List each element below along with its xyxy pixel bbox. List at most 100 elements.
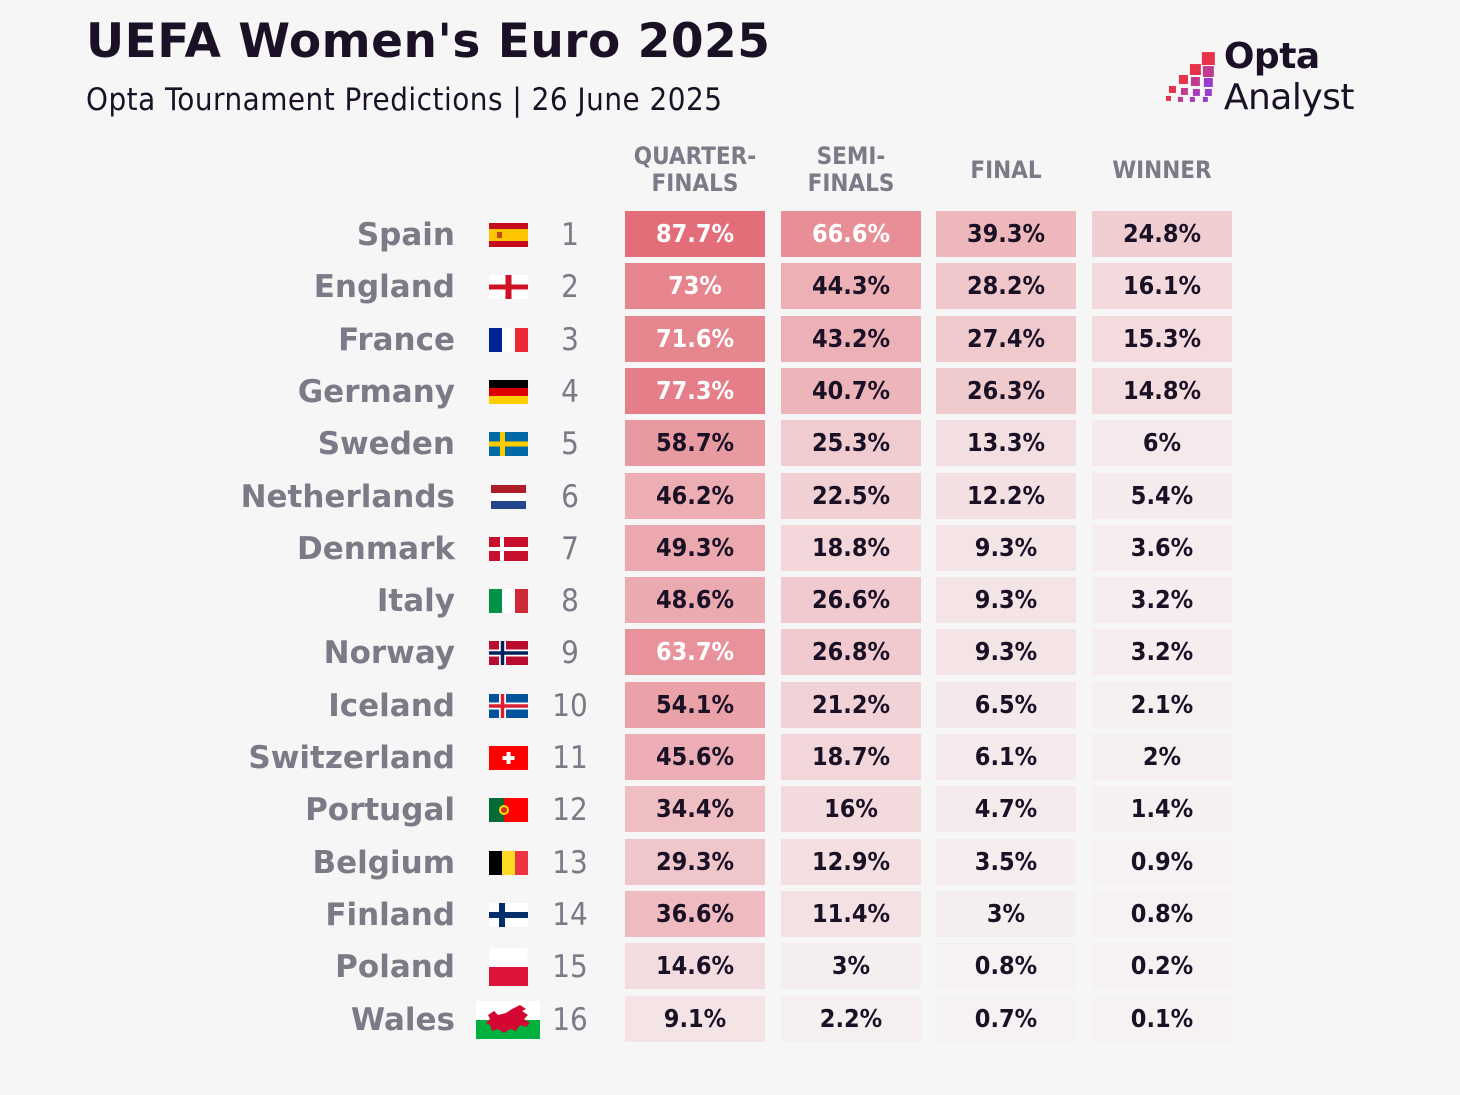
- heatmap-cell: 22.5%: [781, 472, 921, 519]
- table-row: Norway 9 63.7% 26.8% 9.3% 3.2%: [0, 629, 1460, 677]
- team-name: Poland: [335, 949, 455, 986]
- logo-brand-bold: Opta: [1223, 36, 1320, 77]
- heatmap-cell: 28.2%: [936, 263, 1076, 310]
- heatmap-cell: 9.3%: [936, 577, 1076, 624]
- heatmap-cell: 39.3%: [936, 211, 1076, 257]
- table-row: Wales 16 9.1% 2.2% 0.7% 0.1%: [0, 995, 1460, 1044]
- heatmap-cell: 0.8%: [936, 943, 1076, 990]
- table-row: Switzerland 11 45.6% 18.7% 6.1% 2%: [0, 734, 1460, 782]
- heatmap-cell: 9.1%: [625, 995, 765, 1042]
- iceland-flag-icon: [489, 693, 528, 718]
- heatmap-cell: 15.3%: [1092, 315, 1232, 362]
- team-name: Belgium: [312, 844, 455, 881]
- heatmap-cell: 54.1%: [625, 681, 765, 728]
- team-rank: 5: [561, 426, 579, 463]
- team-name: Iceland: [328, 687, 455, 724]
- heatmap-cell: 26.8%: [781, 629, 921, 676]
- heatmap-cell: 3.5%: [936, 838, 1076, 885]
- team-rank: 8: [561, 583, 579, 620]
- heatmap-cell: 6.1%: [936, 734, 1076, 780]
- team-name: Germany: [297, 373, 455, 410]
- heatmap-cell: 34.4%: [625, 786, 765, 833]
- heatmap-cell: 3.6%: [1092, 524, 1232, 571]
- heatmap-cell: 46.2%: [625, 472, 765, 519]
- table-row: Netherlands 6 46.2% 22.5% 12.2% 5.4%: [0, 472, 1460, 521]
- heatmap-cell: 0.8%: [1092, 890, 1232, 937]
- heatmap-cell: 3%: [936, 890, 1076, 937]
- team-name: Wales: [350, 1001, 455, 1038]
- heatmap-cell: 9.3%: [936, 524, 1076, 571]
- column-header-0: QUARTER- FINALS: [633, 142, 757, 197]
- opta-pixel-steps-icon: [1166, 52, 1215, 102]
- team-name: Sweden: [317, 426, 455, 463]
- wales-flag-icon: [476, 1000, 540, 1039]
- table-row: Iceland 10 54.1% 21.2% 6.5% 2.1%: [0, 681, 1460, 730]
- table-row: Denmark 7 49.3% 18.8% 9.3% 3.6%: [0, 524, 1460, 573]
- portugal-flag-icon: [489, 798, 528, 823]
- table-row: England 2 73% 44.3% 28.2% 16.1%: [0, 263, 1460, 311]
- norway-flag-icon: [489, 641, 528, 666]
- heatmap-cell: 45.6%: [625, 734, 765, 780]
- team-name: England: [313, 269, 455, 306]
- team-name: Italy: [376, 583, 455, 620]
- team-rank: 7: [561, 530, 579, 567]
- heatmap-cell: 29.3%: [625, 838, 765, 885]
- germany-flag-icon: [489, 379, 528, 404]
- heatmap-cell: 3.2%: [1092, 629, 1232, 676]
- table-row: Sweden 5 58.7% 25.3% 13.3% 6%: [0, 420, 1460, 468]
- poland-flag-icon: [488, 947, 529, 987]
- heatmap-cell: 6%: [1092, 420, 1232, 467]
- heatmap-cell: 21.2%: [781, 681, 921, 728]
- heatmap-cell: 3.2%: [1092, 577, 1232, 624]
- team-rank: 2: [561, 269, 579, 306]
- heatmap-cell: 26.3%: [936, 367, 1076, 414]
- team-name: Spain: [356, 217, 455, 253]
- team-rank: 9: [561, 635, 579, 672]
- heatmap-cell: 43.2%: [781, 315, 921, 362]
- heatmap-cell: 71.6%: [625, 315, 765, 362]
- table-row: Poland 15 14.6% 3% 0.8% 0.2%: [0, 943, 1460, 991]
- team-name: Netherlands: [240, 478, 455, 515]
- heatmap-cell: 77.3%: [625, 367, 765, 414]
- heatmap-cell: 49.3%: [625, 524, 765, 571]
- heatmap-cell: 2%: [1092, 734, 1232, 780]
- heatmap-cell: 2.1%: [1092, 681, 1232, 728]
- team-rank: 10: [552, 687, 588, 724]
- heatmap-cell: 36.6%: [625, 890, 765, 937]
- table-row: Spain 1 87.7% 66.6% 39.3% 24.8%: [0, 211, 1460, 259]
- spain-flag-icon: [489, 223, 528, 247]
- netherlands-flag-icon: [489, 484, 528, 509]
- heatmap-cell: 24.8%: [1092, 211, 1232, 257]
- belgium-flag-icon: [489, 850, 528, 875]
- heatmap-cell: 9.3%: [936, 629, 1076, 676]
- table-row: Finland 14 36.6% 11.4% 3% 0.8%: [0, 890, 1460, 939]
- finland-flag-icon: [489, 902, 528, 927]
- table-row: France 3 71.6% 43.2% 27.4% 15.3%: [0, 315, 1460, 364]
- column-header-2: FINAL: [970, 155, 1042, 184]
- heatmap-cell: 0.7%: [936, 995, 1076, 1042]
- team-rank: 15: [552, 949, 588, 986]
- table-row: Italy 8 48.6% 26.6% 9.3% 3.2%: [0, 577, 1460, 625]
- heatmap-cell: 16.1%: [1092, 263, 1232, 310]
- heatmap-cell: 3%: [781, 943, 921, 990]
- heatmap-cell: 26.6%: [781, 577, 921, 624]
- heatmap-cell: 14.8%: [1092, 367, 1232, 414]
- team-rank: 13: [552, 844, 588, 881]
- england-flag-icon: [489, 275, 528, 300]
- heatmap-cell: 18.7%: [781, 734, 921, 780]
- heatmap-cell: 18.8%: [781, 524, 921, 571]
- sweden-flag-icon: [489, 432, 528, 457]
- table-row: Belgium 13 29.3% 12.9% 3.5% 0.9%: [0, 838, 1460, 887]
- heatmap-cell: 25.3%: [781, 420, 921, 467]
- team-name: Finland: [325, 896, 455, 933]
- team-rank: 3: [561, 321, 579, 358]
- column-header-1: SEMI- FINALS: [807, 142, 895, 197]
- heatmap-cell: 58.7%: [625, 420, 765, 467]
- team-rank: 16: [552, 1001, 588, 1038]
- team-rank: 4: [561, 373, 579, 410]
- heatmap-cell: 6.5%: [936, 681, 1076, 728]
- heatmap-cell: 0.9%: [1092, 838, 1232, 885]
- team-name: Portugal: [305, 792, 455, 829]
- team-name: Switzerland: [248, 740, 455, 776]
- heatmap-cell: 48.6%: [625, 577, 765, 624]
